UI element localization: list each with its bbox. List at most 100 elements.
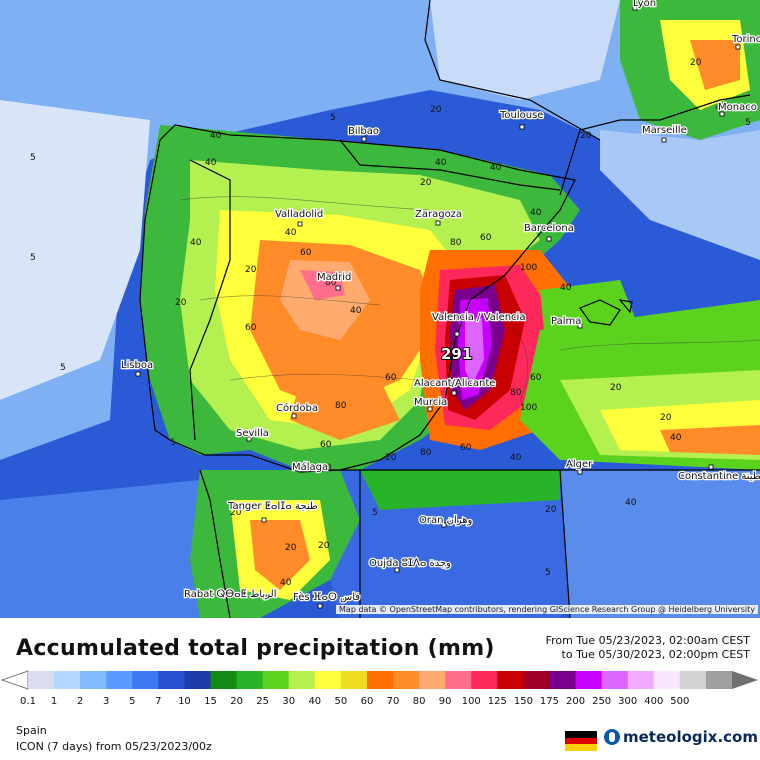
legend-swatch bbox=[54, 671, 81, 689]
svg-text:80: 80 bbox=[420, 448, 432, 458]
legend-tick-label: 90 bbox=[438, 696, 452, 707]
svg-text:100: 100 bbox=[520, 263, 537, 273]
city-valladolid: Valladolid bbox=[275, 209, 323, 220]
legend-tick-label: 0.1 bbox=[20, 696, 36, 707]
flag-stripe bbox=[565, 731, 597, 738]
legend-swatch bbox=[705, 671, 733, 689]
legend-swatch bbox=[314, 671, 342, 689]
city-tanger: Tanger ⵟⴰⵏⵊⴰ طنجة bbox=[227, 501, 318, 512]
city-oran: Oran وهران bbox=[419, 515, 473, 526]
svg-text:40: 40 bbox=[560, 283, 572, 293]
city-valencia: Valencia / Valencia bbox=[432, 312, 525, 323]
svg-text:100: 100 bbox=[520, 403, 537, 413]
city-alger: Alger bbox=[566, 459, 593, 470]
svg-text:20: 20 bbox=[318, 541, 330, 551]
legend-tick-label: 7 bbox=[155, 696, 162, 707]
svg-text:40: 40 bbox=[210, 131, 222, 141]
svg-text:40: 40 bbox=[715, 103, 727, 113]
legend-swatch bbox=[393, 671, 420, 689]
legend-swatch bbox=[575, 671, 603, 689]
legend-swatch bbox=[158, 671, 185, 689]
legend-tick-label: 125 bbox=[487, 696, 507, 707]
legend-swatch bbox=[549, 671, 577, 689]
flag-stripe bbox=[565, 737, 597, 745]
legend-swatch bbox=[419, 671, 446, 689]
legend-swatch bbox=[601, 671, 629, 689]
svg-text:80: 80 bbox=[510, 388, 522, 398]
svg-text:80: 80 bbox=[325, 278, 337, 288]
legend-swatch bbox=[523, 671, 550, 689]
legend-tick-label: 1 bbox=[50, 696, 58, 707]
city-torino: Torino bbox=[731, 34, 760, 45]
svg-text:40: 40 bbox=[510, 453, 522, 463]
legend-tick-label: 175 bbox=[539, 696, 560, 707]
svg-text:20: 20 bbox=[285, 543, 297, 553]
svg-text:40: 40 bbox=[285, 228, 297, 238]
city-murcia: Murcia bbox=[414, 397, 447, 408]
svg-text:40: 40 bbox=[490, 163, 502, 173]
svg-text:20: 20 bbox=[230, 508, 242, 518]
region-label: Spain bbox=[16, 724, 47, 737]
legend-right-arrow bbox=[732, 671, 758, 689]
city-markers: Lyon Torino Monaco Toulouse Marseille Bi… bbox=[120, 0, 760, 609]
legend-swatch bbox=[445, 671, 472, 689]
city-bilbao: Bilbao bbox=[348, 126, 379, 137]
svg-text:60: 60 bbox=[480, 233, 492, 243]
svg-text:60: 60 bbox=[320, 440, 332, 450]
legend-tick-label: 100 bbox=[461, 696, 481, 707]
legend-swatch bbox=[236, 671, 264, 689]
legend-swatch bbox=[262, 671, 290, 689]
svg-text:40: 40 bbox=[320, 463, 332, 473]
map-attribution[interactable]: Map data © OpenStreetMap contributors, r… bbox=[336, 605, 758, 614]
meteologix-logo[interactable]: meteologix.com bbox=[604, 728, 758, 746]
forecast-period: From Tue 05/23/2023, 02:00am CEST to Tue… bbox=[546, 634, 750, 662]
svg-text:40: 40 bbox=[670, 433, 682, 443]
svg-text:40: 40 bbox=[280, 578, 292, 588]
period-to: to Tue 05/30/2023, 02:00pm CEST bbox=[561, 648, 750, 661]
legend-swatch bbox=[288, 671, 316, 689]
svg-text:20: 20 bbox=[580, 131, 592, 141]
city-lisboa: Lisboa bbox=[121, 360, 153, 371]
svg-text:20: 20 bbox=[245, 265, 257, 275]
svg-text:5: 5 bbox=[545, 568, 551, 578]
legend-swatch bbox=[471, 671, 498, 689]
precipitation-map[interactable]: 5 5 20 20 40 40 40 40 40 40 60 20 80 40 60 40 20 80 … bbox=[0, 0, 760, 618]
city-cordoba: Córdoba bbox=[276, 402, 318, 414]
city-zaragoza: Zaragoza bbox=[415, 209, 462, 220]
svg-text:5: 5 bbox=[30, 153, 36, 163]
legend-tick-label: 2 bbox=[76, 696, 84, 707]
svg-text:60: 60 bbox=[385, 373, 397, 383]
legend-tick-label: 25 bbox=[256, 696, 270, 707]
max-value-label: 291 bbox=[441, 345, 472, 363]
legend-swatch bbox=[210, 671, 238, 689]
svg-text:20: 20 bbox=[175, 298, 187, 308]
svg-text:5: 5 bbox=[60, 363, 66, 373]
legend-left-arrow bbox=[0, 670, 29, 690]
svg-text:40: 40 bbox=[530, 208, 542, 218]
svg-text:60: 60 bbox=[300, 248, 312, 258]
svg-text:5: 5 bbox=[170, 438, 176, 448]
legend-tick-label: 60 bbox=[360, 696, 374, 707]
city-constantine: Constantine قسنطينة bbox=[678, 471, 760, 482]
city-sevilla: Sevilla bbox=[236, 428, 269, 439]
legend-swatch bbox=[366, 671, 394, 689]
legend-tick-label: 300 bbox=[618, 696, 638, 707]
svg-text:40: 40 bbox=[190, 238, 202, 248]
legend-tick-label: 10 bbox=[178, 696, 191, 707]
svg-text:40: 40 bbox=[205, 158, 217, 168]
svg-text:80: 80 bbox=[450, 238, 462, 248]
city-lyon: Lyon bbox=[633, 0, 656, 9]
legend-tick-label: 20 bbox=[230, 696, 243, 707]
legend-tick-label: 5 bbox=[129, 696, 136, 707]
legend-tick-label: 50 bbox=[334, 696, 348, 707]
svg-text:60: 60 bbox=[460, 443, 472, 453]
city-oujda: Oujda ⵓⵊⴷⴰ وجدة bbox=[369, 558, 451, 569]
legend-swatch bbox=[132, 671, 159, 689]
legend-swatch bbox=[80, 671, 107, 689]
color-legend-labels: 0.1 1 2 3 5 7 10 15 20 25 30 40 50 60 70 80 90 100 125 150 1… bbox=[0, 696, 760, 710]
period-from: From Tue 05/23/2023, 02:00am CEST bbox=[545, 634, 750, 647]
legend-tick-label: 30 bbox=[282, 696, 296, 707]
city-monaco: Monaco bbox=[718, 102, 757, 113]
svg-text:20: 20 bbox=[430, 105, 442, 115]
